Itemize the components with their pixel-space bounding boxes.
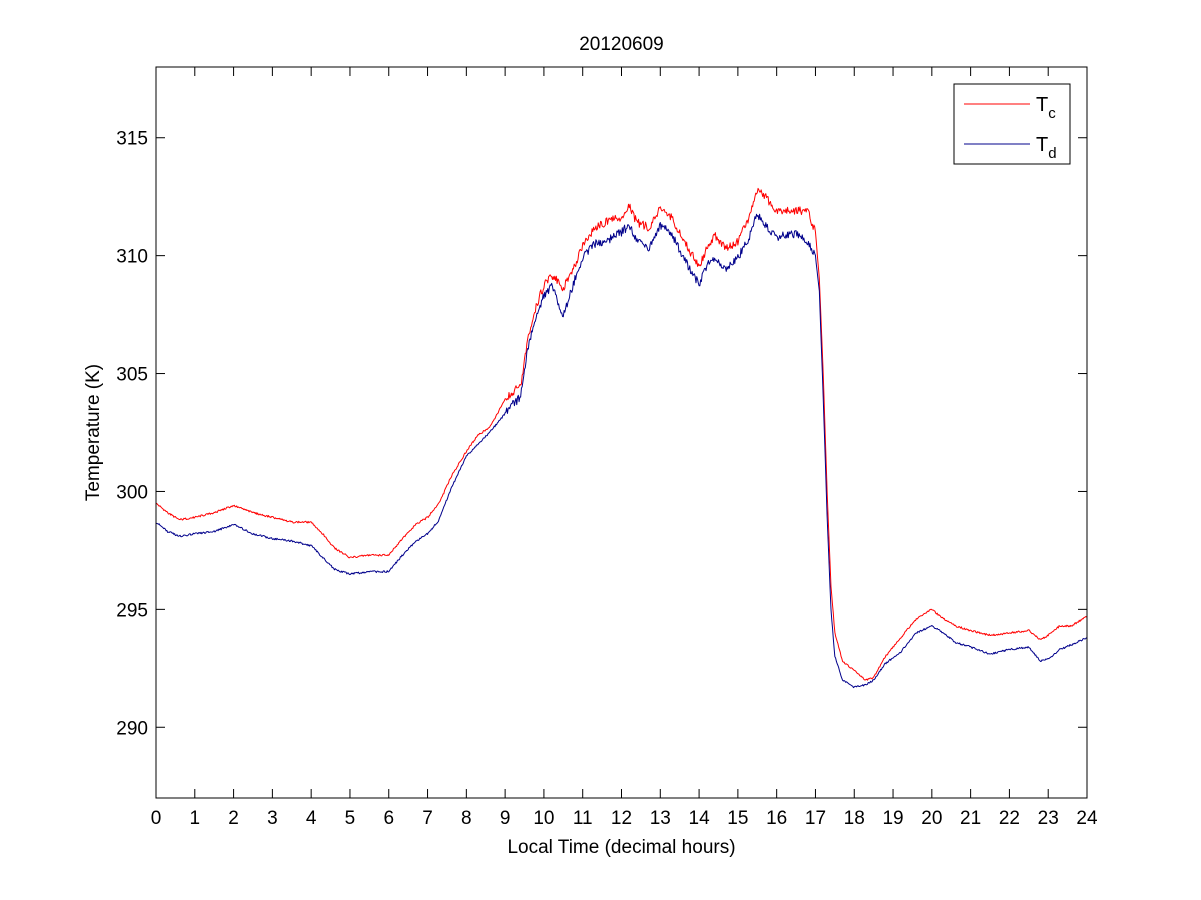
x-tick-label: 10	[533, 808, 554, 829]
x-tick-label: 8	[461, 808, 472, 829]
chart-title: 20120609	[579, 34, 664, 55]
legend-label: Td	[1036, 134, 1057, 162]
x-tick-label: 2	[228, 808, 239, 829]
legend-label-subscript: d	[1048, 145, 1056, 162]
x-tick-label: 3	[267, 808, 278, 829]
x-tick-label: 24	[1076, 808, 1098, 829]
x-tick-label: 4	[306, 808, 317, 829]
x-tick-label: 9	[500, 808, 511, 829]
x-tick-label: 7	[422, 808, 433, 829]
legend-label: Tc	[1036, 94, 1056, 122]
x-tick-label: 19	[882, 808, 903, 829]
series-layer	[155, 187, 1088, 689]
x-tick-label: 12	[611, 808, 632, 829]
y-tick-label: 305	[116, 365, 148, 386]
plot-frame	[155, 66, 1088, 799]
x-axis-label: Local Time (decimal hours)	[507, 837, 735, 858]
x-tick-label: 6	[383, 808, 394, 829]
y-tick-label: 290	[116, 718, 148, 739]
legend-box	[953, 83, 1071, 165]
x-tick-label: 0	[151, 808, 162, 829]
series-line-Td	[155, 213, 1088, 689]
y-tick-label: 315	[116, 129, 148, 150]
y-tick-label: 310	[116, 247, 148, 268]
x-tick-label: 18	[844, 808, 865, 829]
x-tick-label: 21	[960, 808, 981, 829]
tick-layer: 0 1 2 3 4 5 6 7 8 9 10 11 12 13 14 15 16 17 18 19 20 21 22 23 24…	[116, 67, 1098, 829]
x-tick-label: 17	[805, 808, 826, 829]
x-tick-label: 14	[689, 808, 711, 829]
legend-label-main: T	[1036, 94, 1048, 116]
y-tick-label: 295	[116, 600, 148, 621]
x-tick-label: 22	[999, 808, 1020, 829]
x-tick-label: 13	[650, 808, 671, 829]
plot-area	[156, 67, 1087, 798]
legend-label-main: T	[1036, 134, 1048, 156]
x-tick-label: 20	[921, 808, 942, 829]
legend-label-subscript: c	[1048, 105, 1056, 122]
x-tick-label: 15	[727, 808, 748, 829]
y-axis-label: Temperature (K)	[83, 364, 104, 501]
x-tick-label: 23	[1038, 808, 1059, 829]
x-tick-label: 5	[345, 808, 356, 829]
x-tick-label: 1	[190, 808, 201, 829]
x-tick-label: 11	[573, 808, 593, 829]
y-tick-label: 300	[116, 482, 148, 503]
series-line-Tc	[155, 187, 1088, 681]
x-tick-label: 16	[766, 808, 787, 829]
